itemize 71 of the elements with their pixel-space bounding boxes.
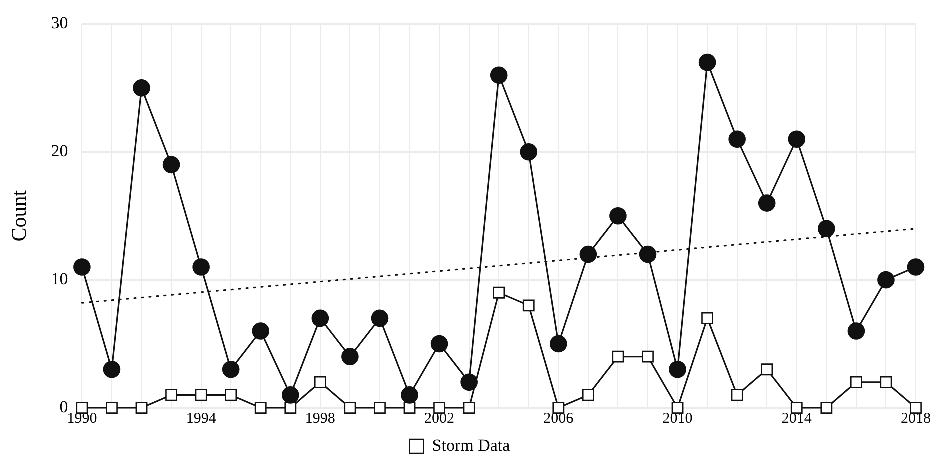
point [612, 350, 624, 363]
point [252, 322, 270, 340]
point [522, 300, 535, 312]
point [907, 258, 925, 276]
point [761, 364, 774, 376]
y-tick-label: 20 [51, 142, 68, 161]
point [610, 207, 627, 225]
point [731, 389, 744, 402]
y-axis-title: Count [7, 190, 32, 242]
point [222, 360, 240, 378]
point [850, 376, 862, 388]
point [136, 402, 148, 414]
x-tick-label: 1998 [305, 410, 336, 427]
point [284, 402, 297, 414]
point [639, 246, 657, 264]
point [342, 348, 359, 366]
point [880, 376, 892, 388]
x-tick-label: 2014 [782, 410, 812, 427]
point [728, 130, 746, 148]
point [848, 322, 866, 340]
y-tick-label: 0 [60, 397, 68, 416]
x-tick-label: 1994 [186, 410, 217, 427]
point [314, 376, 326, 388]
point [818, 220, 836, 238]
x-tick-label: 2018 [901, 410, 931, 427]
point [878, 271, 895, 289]
point [493, 286, 506, 299]
point [672, 402, 684, 414]
point [910, 402, 922, 414]
point [254, 402, 267, 414]
point [698, 54, 716, 72]
point [490, 66, 508, 84]
point [669, 360, 686, 378]
point [106, 402, 118, 414]
point [312, 310, 330, 328]
point [401, 386, 418, 404]
point [344, 402, 356, 414]
point [282, 386, 300, 404]
legend-label: Storm Data [432, 436, 511, 455]
point [820, 402, 833, 414]
point [430, 335, 448, 353]
point [790, 402, 803, 414]
point [582, 389, 594, 402]
point [642, 350, 654, 363]
point [702, 312, 714, 324]
y-tick-label: 10 [51, 270, 68, 289]
point [374, 402, 386, 414]
point [76, 402, 88, 414]
point [103, 360, 121, 378]
y-tick-label: 30 [51, 14, 68, 33]
point [74, 258, 91, 276]
point [580, 246, 598, 264]
point [195, 389, 208, 402]
point [552, 402, 565, 414]
x-tick-label: 2006 [544, 410, 574, 427]
point [133, 80, 150, 97]
point [788, 130, 806, 148]
x-tick-label: 2002 [424, 410, 455, 427]
point [162, 156, 180, 174]
point [192, 258, 210, 276]
point [520, 143, 538, 161]
x-tick-label: 1990 [67, 410, 98, 427]
point [463, 402, 476, 414]
point [434, 402, 446, 414]
x-tick-label: 2010 [662, 410, 693, 427]
point [225, 389, 238, 402]
point [550, 335, 568, 353]
point [166, 389, 178, 402]
point [758, 194, 776, 212]
point [460, 374, 478, 392]
point [371, 310, 389, 328]
